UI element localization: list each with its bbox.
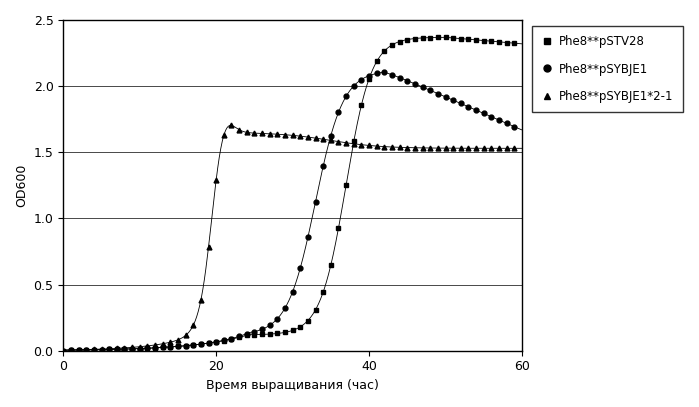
X-axis label: Время выращивания (час): Время выращивания (час) [206,379,379,392]
Legend: Phe8**pSTV28, Phe8**pSYBJE1, Phe8**pSYBJE1*2-1: Phe8**pSTV28, Phe8**pSYBJE1, Phe8**pSYBJ… [532,26,683,112]
Y-axis label: OD600: OD600 [15,164,28,207]
